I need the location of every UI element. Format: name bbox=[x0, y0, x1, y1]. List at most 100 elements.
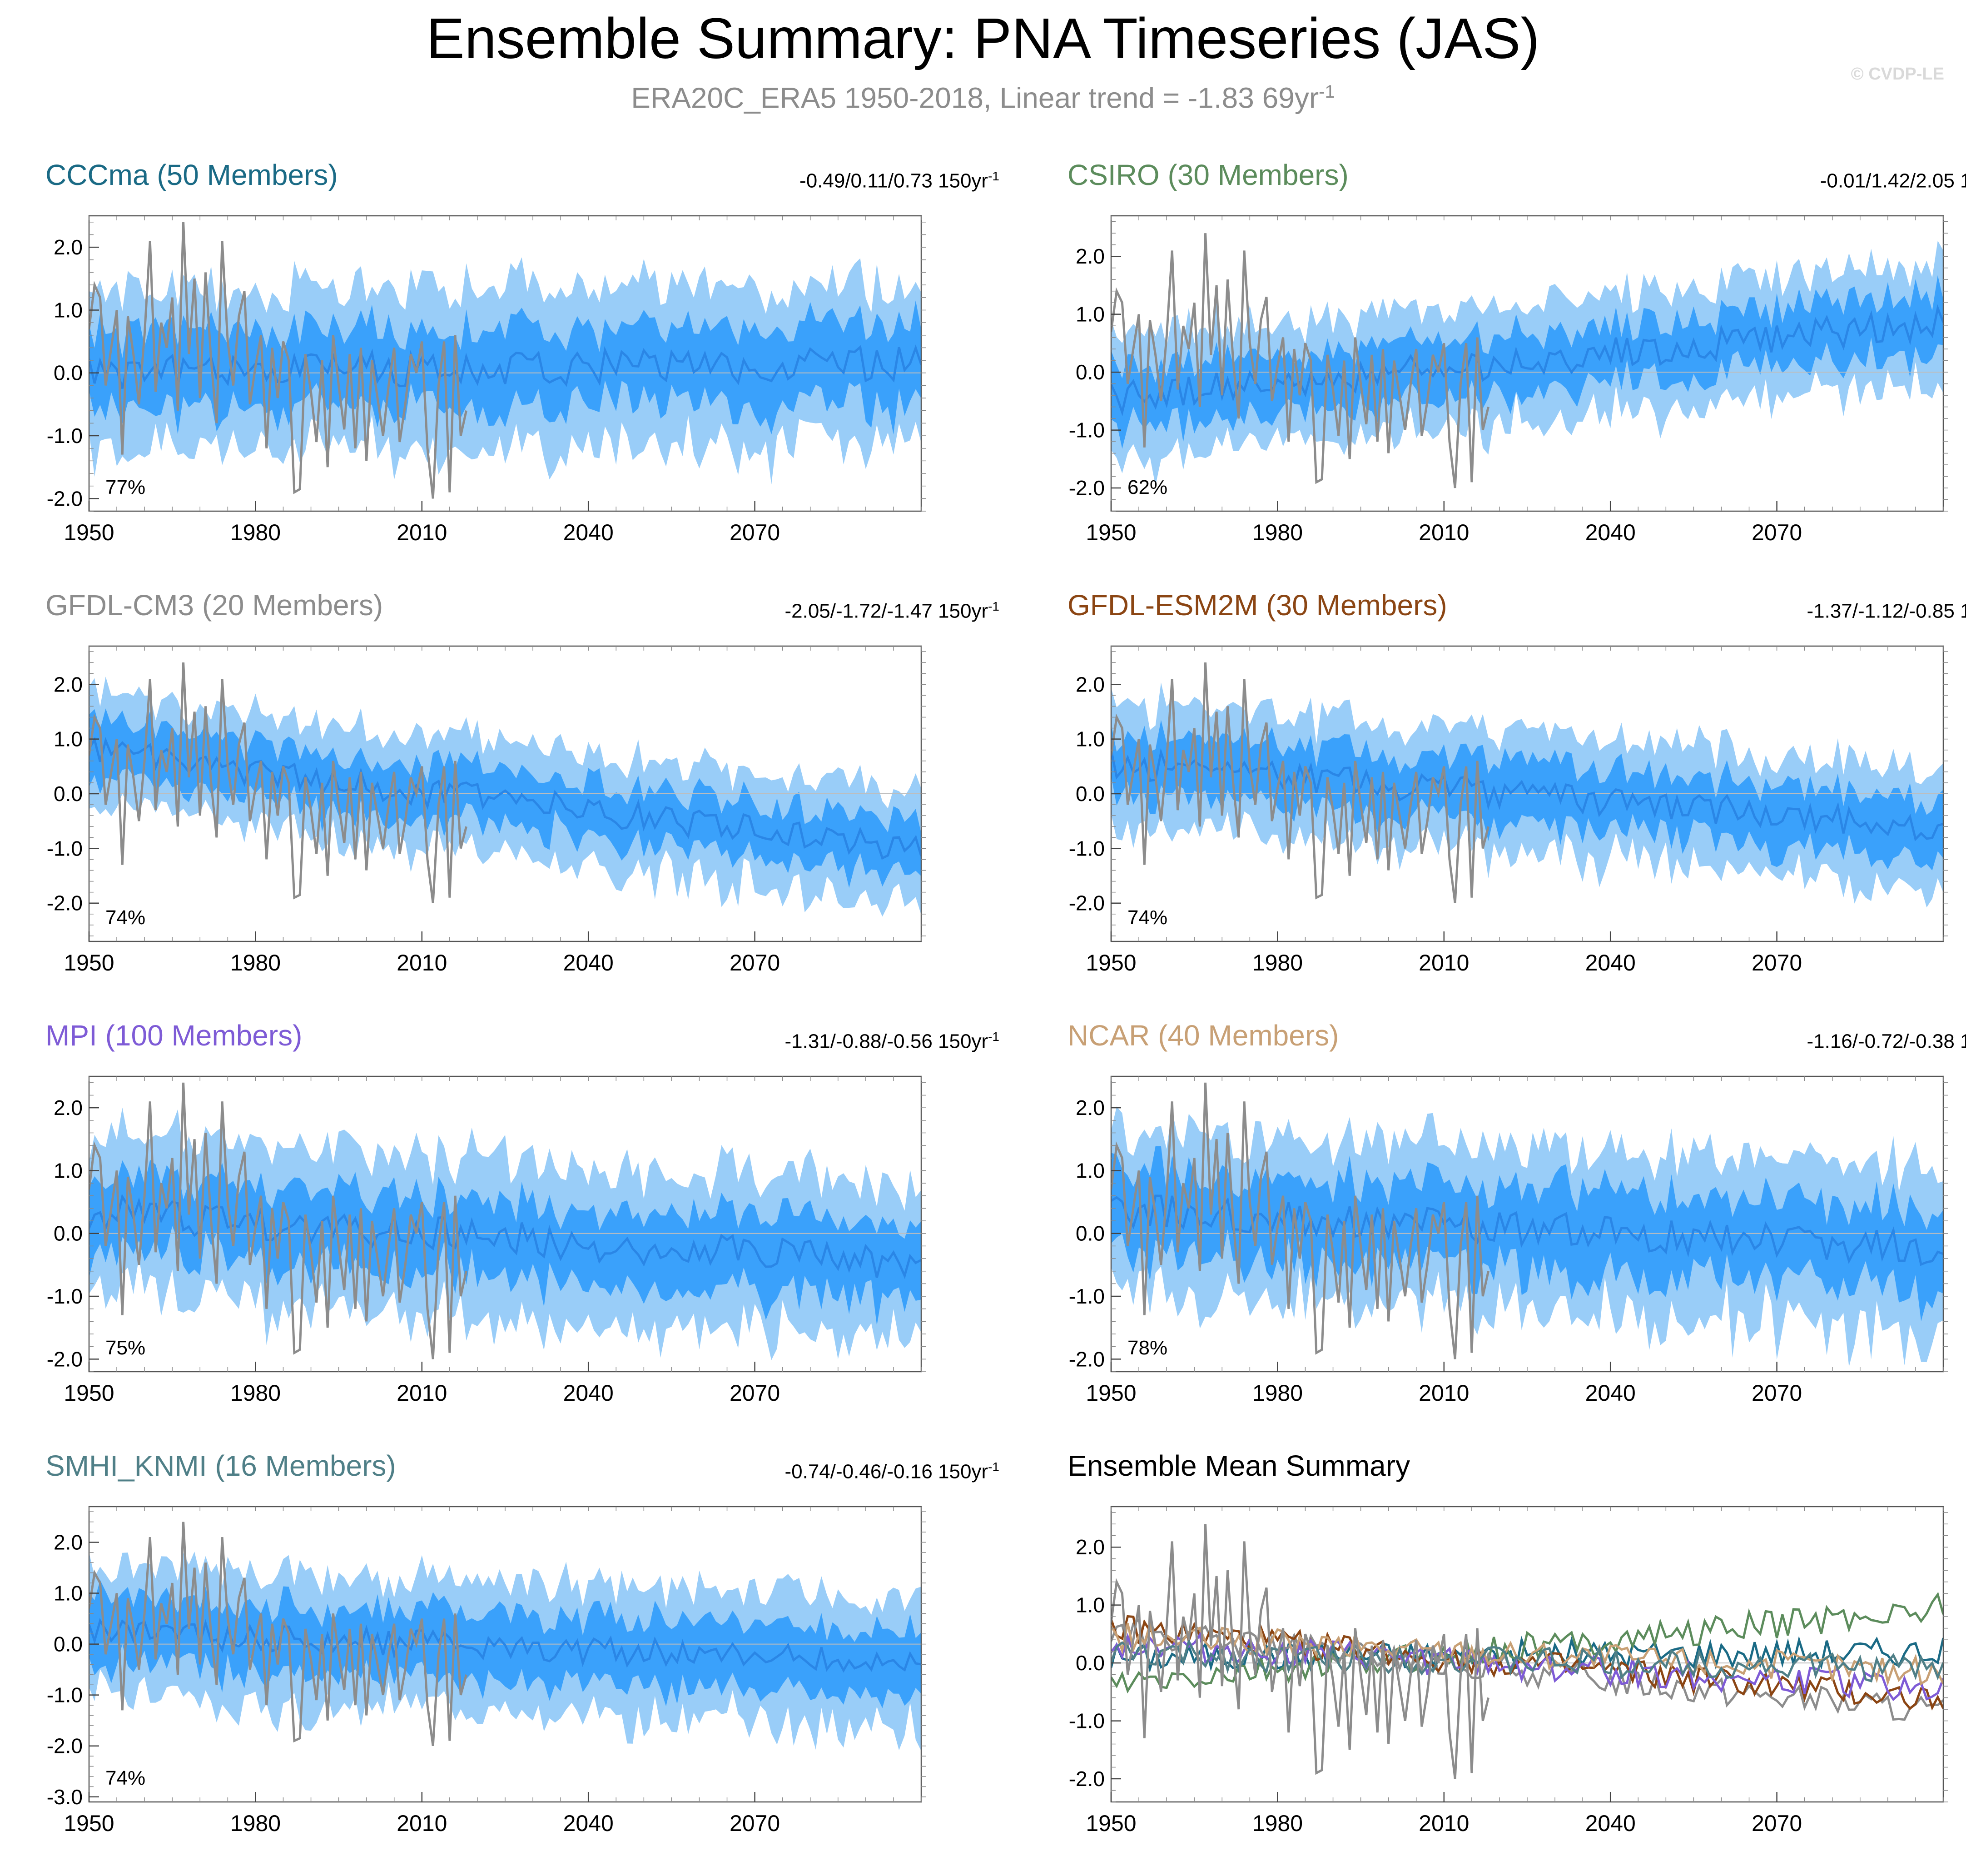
panel-title: Ensemble Mean Summary bbox=[1067, 1449, 1410, 1482]
panel-smhi-knmi: SMHI_KNMI (16 Members) -0.74/-0.46/-0.16… bbox=[45, 1448, 999, 1856]
x-tick-label: 2070 bbox=[1752, 520, 1802, 545]
panel-ensemble-mean-summary: Ensemble Mean Summary 2.0 1.0 0.0 -1.0 -2.0 1… bbox=[1067, 1448, 1966, 1856]
panel-members: 30 Members bbox=[1177, 159, 1339, 191]
observations-line bbox=[1111, 233, 1489, 488]
plot-svg: 2.0 1.0 0.0 -1.0 -2.0 1950 1980 2010 2040 2070 62% bbox=[1069, 215, 1948, 545]
plot-area bbox=[1111, 1524, 1943, 1779]
x-tick-label: 1950 bbox=[1086, 950, 1136, 975]
y-tick-label: -2.0 bbox=[47, 891, 83, 915]
x-tick-label: 2040 bbox=[563, 1380, 614, 1406]
plot-area bbox=[1111, 1082, 1943, 1367]
panel-trend: -1.37/-1.12/-0.85 150yr-1 bbox=[1807, 591, 1966, 627]
y-tick-label: 1.0 bbox=[1076, 303, 1105, 326]
summary-line-csiro bbox=[1111, 1592, 1943, 1694]
x-tick-label: 1950 bbox=[1086, 1811, 1136, 1836]
y-tick-label: 0.0 bbox=[54, 782, 83, 806]
percent-annotation: 74% bbox=[105, 1767, 145, 1789]
x-tick-label: 2040 bbox=[563, 1811, 614, 1836]
y-tick-label: -2.0 bbox=[1069, 1347, 1105, 1371]
x-tick-label: 2040 bbox=[563, 950, 614, 975]
y-tick-label: -2.0 bbox=[47, 1347, 83, 1371]
plot-svg: 2.0 1.0 0.0 -1.0 -2.0 1950 1980 2010 2040 2070 78% bbox=[1069, 1075, 1948, 1406]
y-tick-label: 1.0 bbox=[54, 1159, 83, 1182]
inner-percentile-band bbox=[89, 300, 921, 435]
plot-area bbox=[89, 1082, 921, 1360]
ensemble-mean-line bbox=[1111, 304, 1943, 417]
x-tick-label: 2070 bbox=[1752, 950, 1802, 975]
y-tick-label: 1.0 bbox=[54, 727, 83, 751]
y-tick-label: 1.0 bbox=[1076, 1593, 1105, 1617]
y-tick-label: -2.0 bbox=[1069, 1767, 1105, 1791]
x-tick-label: 2070 bbox=[730, 520, 780, 545]
observations-line bbox=[89, 1522, 467, 1747]
panel-trend-text: -0.74/-0.46/-0.16 150yr bbox=[784, 1460, 988, 1483]
panel-mpi: MPI (100 Members) -1.31/-0.88/-0.56 150y… bbox=[45, 1017, 999, 1426]
plot-area bbox=[1111, 662, 1943, 908]
y-tick-label: 0.0 bbox=[1076, 1222, 1105, 1245]
panel-members: 16 Members bbox=[224, 1449, 387, 1482]
panel-title: GFDL-ESM2M (30 Members) bbox=[1067, 589, 1447, 622]
y-tick-label: -1.0 bbox=[47, 424, 83, 448]
plot-svg: 2.0 1.0 0.0 -1.0 -2.0 1950 1980 2010 2040 2070 74% bbox=[1069, 645, 1948, 975]
panel-csiro: CSIRO (30 Members) -0.01/1.42/2.05 150yr… bbox=[1067, 157, 1966, 566]
panel-trend: -0.49/0.11/0.73 150yr-1 bbox=[799, 160, 999, 197]
y-tick-label: -2.0 bbox=[1069, 476, 1105, 500]
y-tick-label: -1.0 bbox=[1069, 418, 1105, 442]
ensemble-mean-line bbox=[89, 344, 921, 389]
y-tick-label: 2.0 bbox=[1076, 1535, 1105, 1559]
page-title: Ensemble Summary: PNA Timeseries (JAS) bbox=[426, 6, 1540, 70]
x-tick-label: 2070 bbox=[730, 950, 780, 975]
y-tick-label: 2.0 bbox=[1076, 1096, 1105, 1120]
panel-trend: -1.31/-0.88/-0.56 150yr-1 bbox=[784, 1021, 999, 1058]
percent-annotation: 78% bbox=[1127, 1337, 1167, 1359]
panel-trend-text: -0.49/0.11/0.73 150yr bbox=[799, 169, 988, 192]
x-tick-label: 1950 bbox=[1086, 520, 1136, 545]
x-tick-label: 2010 bbox=[397, 1811, 447, 1836]
y-tick-label: 2.0 bbox=[54, 1530, 83, 1554]
percent-annotation: 77% bbox=[105, 476, 145, 498]
panel-trend: -0.74/-0.46/-0.16 150yr-1 bbox=[784, 1451, 999, 1488]
y-tick-label: -1.0 bbox=[47, 1284, 83, 1308]
x-tick-label: 1950 bbox=[64, 950, 114, 975]
y-tick-label: -2.0 bbox=[47, 487, 83, 510]
x-tick-label: 1950 bbox=[1086, 1380, 1136, 1406]
x-tick-label: 2040 bbox=[1585, 1380, 1636, 1406]
panel-trend-text: -1.16/-0.72/-0.38 150yr bbox=[1807, 1030, 1966, 1053]
panel-gfdl-cm3: GFDL-CM3 (20 Members) -2.05/-1.72/-1.47 … bbox=[45, 587, 999, 996]
observations-line bbox=[1111, 1524, 1489, 1779]
subtitle-text: ERA20C_ERA5 1950-2018, Linear trend = -1… bbox=[631, 81, 1319, 114]
panel-gfdl-esm2m: GFDL-ESM2M (30 Members) -1.37/-1.12/-0.8… bbox=[1067, 587, 1966, 996]
observations-line bbox=[89, 222, 467, 499]
panel-ncar: NCAR (40 Members) -1.16/-0.72/-0.38 150y… bbox=[1067, 1017, 1966, 1426]
y-tick-label: -2.0 bbox=[47, 1734, 83, 1758]
x-tick-label: 2010 bbox=[1419, 1380, 1469, 1406]
x-tick-label: 1950 bbox=[64, 1811, 114, 1836]
panel-trend-text: -1.31/-0.88/-0.56 150yr bbox=[784, 1030, 988, 1053]
y-tick-label: 0.0 bbox=[1076, 360, 1105, 384]
y-tick-label: 2.0 bbox=[54, 672, 83, 696]
y-tick-label: 2.0 bbox=[1076, 244, 1105, 268]
y-tick-label: 1.0 bbox=[54, 298, 83, 322]
y-tick-label: -1.0 bbox=[1069, 836, 1105, 860]
summary-line-ncar bbox=[1111, 1620, 1943, 1687]
y-tick-label: 0.0 bbox=[1076, 1651, 1105, 1675]
panel-title: NCAR (40 Members) bbox=[1067, 1019, 1339, 1052]
y-tick-label: 1.0 bbox=[1076, 727, 1105, 751]
x-tick-label: 2010 bbox=[397, 520, 447, 545]
panel-title: CSIRO (30 Members) bbox=[1067, 159, 1349, 191]
plot-svg: 2.0 1.0 0.0 -1.0 -2.0 1950 1980 2010 2040 2070 74% bbox=[47, 645, 926, 975]
copyright-notice: © CVDP-LE bbox=[1851, 65, 1944, 84]
plot-area bbox=[89, 1522, 921, 1751]
plot-area bbox=[1111, 233, 1943, 488]
plot-svg: 2.0 1.0 0.0 -1.0 -2.0 1950 1980 2010 2040 2070 77% bbox=[47, 215, 926, 545]
x-tick-label: 2040 bbox=[1585, 1811, 1636, 1836]
y-tick-label: 2.0 bbox=[1076, 672, 1105, 696]
x-tick-label: 1980 bbox=[230, 520, 281, 545]
observations-line bbox=[1111, 1082, 1489, 1359]
panel-model-name: GFDL-ESM2M bbox=[1067, 589, 1258, 622]
y-tick-label: -1.0 bbox=[1069, 1709, 1105, 1733]
x-tick-label: 2070 bbox=[730, 1811, 780, 1836]
x-tick-label: 2010 bbox=[397, 1380, 447, 1406]
panel-title: SMHI_KNMI (16 Members) bbox=[45, 1449, 396, 1482]
